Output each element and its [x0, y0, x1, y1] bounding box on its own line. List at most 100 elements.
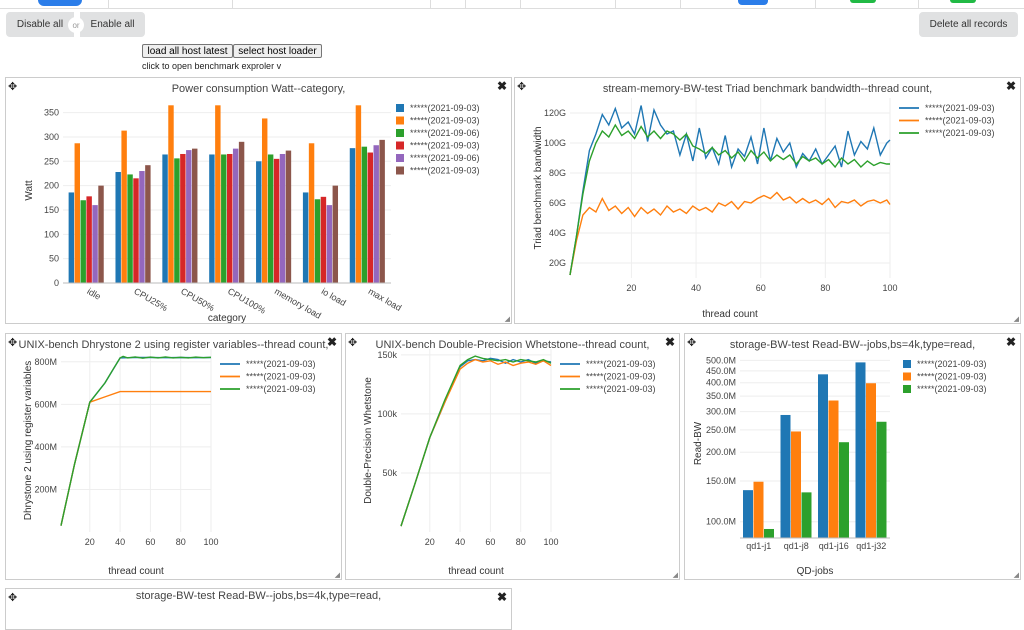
legend-swatch [396, 154, 404, 162]
bar [174, 158, 180, 283]
legend-swatch [903, 385, 911, 393]
bar [349, 148, 356, 283]
move-icon[interactable]: ✥ [8, 337, 18, 349]
table-cell-divider [232, 0, 233, 8]
load-all-host-latest-button[interactable]: load all host latest [142, 44, 233, 58]
table-cell-divider [815, 0, 816, 8]
x-tick-label: qd1-j32 [856, 541, 886, 551]
resize-handle[interactable]: ◢ [672, 572, 678, 579]
bar [80, 200, 86, 283]
x-tick-label: 20 [626, 283, 636, 293]
legend-swatch [396, 166, 404, 175]
bar [238, 141, 245, 283]
x-axis-label: thread count [702, 309, 758, 320]
legend-swatch [396, 104, 404, 112]
y-tick-label: 300.0M [706, 407, 736, 417]
x-tick-label: 40 [691, 283, 701, 293]
legend-label: *****(2021-09-03) [246, 372, 316, 382]
disable-all-button[interactable]: Disable all [6, 12, 74, 37]
bar [256, 161, 262, 283]
delete-all-records-button[interactable]: Delete all records [919, 12, 1018, 37]
chart-title: storage-BW-test Read-BW--jobs,bs=4k,type… [135, 590, 382, 602]
bar [828, 400, 839, 538]
table-cell-divider [918, 0, 919, 8]
enable-all-button[interactable]: Enable all [80, 12, 145, 37]
resize-handle[interactable]: ◢ [1013, 316, 1019, 323]
move-icon[interactable]: ✥ [8, 81, 18, 93]
move-icon[interactable]: ✥ [348, 337, 358, 349]
series-line [60, 356, 212, 526]
whetstone-line-chart: 50k 100k 150k 20 40 60 80 100 thread count Double… [363, 349, 656, 577]
legend-label: *****(2021-09-06) [410, 153, 480, 163]
close-icon[interactable]: ✖ [1005, 335, 1016, 349]
select-host-loader-button[interactable]: select host loader [233, 44, 322, 58]
legend-label: *****(2021-09-03) [925, 116, 995, 126]
close-icon[interactable]: ✖ [664, 335, 675, 349]
resize-handle[interactable]: ◢ [334, 572, 340, 579]
x-tick-label: CPU50% [179, 286, 216, 313]
resize-handle[interactable]: ◢ [1013, 572, 1019, 579]
chart-panel-power: Power consumption Watt--category, ✥ ✖ ◢ … [5, 77, 512, 324]
bar [367, 152, 374, 283]
series-line [400, 358, 552, 527]
bar [855, 362, 866, 538]
bar [279, 153, 286, 283]
y-tick-label: 200 [44, 181, 59, 191]
move-icon[interactable]: ✥ [517, 81, 527, 93]
move-icon[interactable]: ✥ [687, 337, 697, 349]
legend-label: *****(2021-09-03) [410, 116, 480, 126]
y-tick-label: 300 [44, 132, 59, 142]
legend-label: *****(2021-09-03) [925, 128, 995, 138]
chart-panel-dhrystone: UNIX-bench Dhrystone 2 using register va… [5, 333, 342, 580]
toggle-switch[interactable] [38, 0, 82, 6]
legend-swatch [396, 129, 404, 137]
bar [227, 153, 233, 283]
x-tick-label: 80 [176, 537, 186, 547]
bar [308, 143, 315, 283]
x-axis-label: QD-jobs [797, 566, 834, 577]
table-cell-divider [465, 0, 466, 8]
y-tick-label: 400.0M [706, 378, 736, 388]
chart-title: storage-BW-test Read-BW--jobs,bs=4k,type… [729, 339, 976, 351]
close-icon[interactable]: ✖ [496, 590, 507, 604]
bar [876, 421, 887, 538]
status-indicator [738, 0, 768, 5]
legend-label: *****(2021-09-03) [246, 384, 316, 394]
bar [743, 490, 753, 538]
x-tick-label: 60 [485, 537, 495, 547]
y-tick-label: 100k [377, 409, 397, 419]
bar [168, 105, 174, 283]
y-axis-label: Read-BW [693, 421, 704, 465]
legend-label: *****(2021-09-03) [410, 166, 480, 176]
table-cell-divider [680, 0, 681, 8]
bar [373, 145, 379, 283]
y-tick-label: 80G [549, 168, 566, 178]
bar [320, 196, 327, 283]
legend-label: *****(2021-09-06) [410, 128, 480, 138]
y-tick-label: 450.0M [706, 366, 736, 376]
legend-label: *****(2021-09-03) [917, 359, 987, 369]
bar [866, 383, 876, 538]
bar [285, 150, 292, 283]
close-icon[interactable]: ✖ [496, 79, 507, 93]
close-icon[interactable]: ✖ [326, 335, 337, 349]
y-axis-label: Triad benchmark bandwidth [533, 126, 544, 249]
y-tick-label: 100.0M [706, 517, 736, 527]
chart-panel-whetstone: UNIX-bench Double-Precision Whetstone--t… [345, 333, 680, 580]
bar [273, 158, 280, 283]
legend-label: *****(2021-09-03) [586, 372, 656, 382]
bar [780, 414, 791, 538]
y-tick-label: 200M [34, 484, 57, 494]
bar [92, 205, 98, 283]
y-tick-label: 100G [544, 138, 566, 148]
bar [314, 199, 321, 283]
chart-panel-stream-triad: stream-memory-BW-test Triad benchmark ba… [514, 77, 1021, 324]
y-tick-label: 350 [44, 108, 59, 118]
bar [302, 192, 309, 283]
chart-title: UNIX-bench Dhrystone 2 using register va… [18, 339, 329, 351]
benchmark-explorer-hint[interactable]: click to open benchmark exproler v [142, 61, 282, 71]
status-indicator [950, 0, 976, 3]
close-icon[interactable]: ✖ [1005, 79, 1016, 93]
resize-handle[interactable]: ◢ [504, 316, 510, 323]
y-tick-label: 250 [44, 156, 59, 166]
